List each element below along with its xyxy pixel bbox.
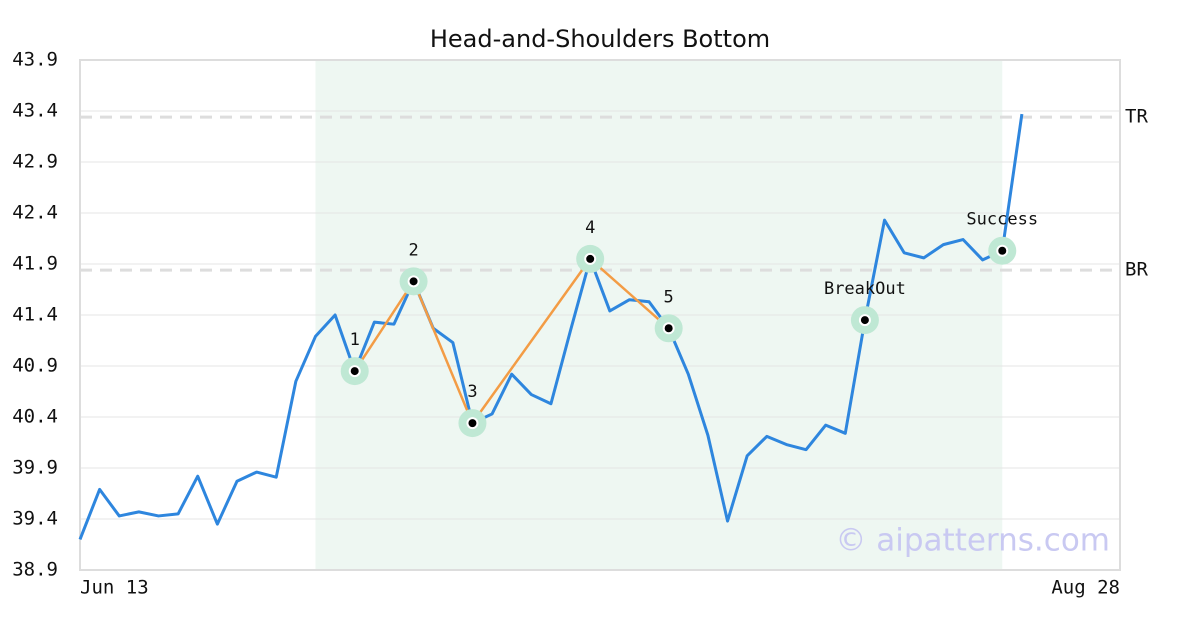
pattern-label: 2 — [408, 240, 418, 260]
y-tick-label: 40.9 — [12, 355, 58, 377]
pattern-point — [466, 417, 479, 430]
y-tick-label: 43.4 — [12, 100, 58, 122]
level-label: TR — [1125, 106, 1148, 128]
pattern-label: 3 — [467, 382, 477, 402]
pattern-label: 1 — [350, 330, 360, 350]
level-label: BR — [1125, 259, 1148, 281]
event-label: BreakOut — [824, 279, 906, 299]
chart-title: Head-and-Shoulders Bottom — [430, 25, 770, 53]
event-point — [858, 314, 871, 327]
y-tick-label: 42.9 — [12, 151, 58, 173]
y-tick-label: 42.4 — [12, 202, 58, 224]
y-tick-label: 39.4 — [12, 508, 58, 530]
pattern-point — [584, 252, 597, 265]
plot-frame — [79, 59, 1121, 571]
pattern-label: 5 — [664, 287, 674, 307]
x-tick-label: Jun 13 — [80, 577, 149, 599]
pattern-point — [662, 322, 675, 335]
y-tick-label: 41.4 — [12, 304, 58, 326]
y-tick-label: 38.9 — [12, 559, 58, 581]
x-tick-label: Aug 28 — [1051, 577, 1120, 599]
pattern-point — [407, 275, 420, 288]
pattern-point — [348, 365, 361, 378]
watermark: © aipatterns.com — [835, 523, 1110, 559]
event-label: Success — [966, 210, 1038, 230]
y-tick-label: 41.9 — [12, 253, 58, 275]
event-point — [996, 244, 1009, 257]
y-tick-label: 39.9 — [12, 457, 58, 479]
y-tick-label: 43.9 — [12, 49, 58, 71]
y-tick-label: 40.4 — [12, 406, 58, 428]
pattern-label: 4 — [585, 218, 595, 238]
